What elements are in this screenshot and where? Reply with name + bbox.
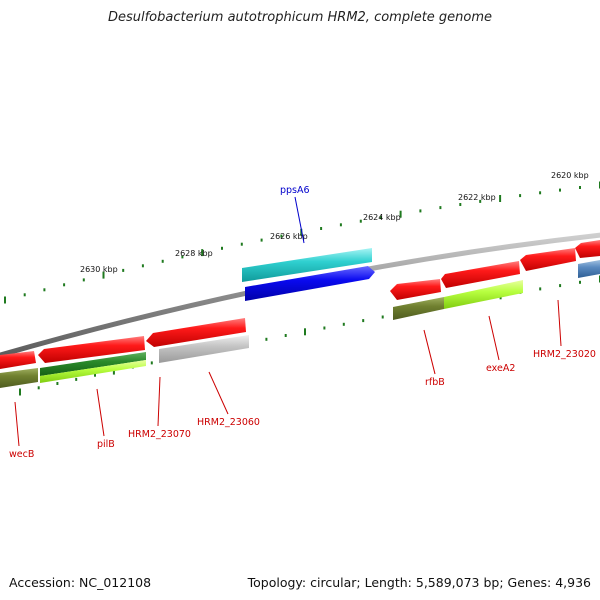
scale-label: 2622 kbp	[458, 193, 496, 202]
gene-wecB[interactable]	[0, 351, 36, 369]
scale-label: 2626 kbp	[270, 232, 308, 241]
leader-ppsA6	[294, 196, 305, 244]
gene-label-HRM2-23020[interactable]: HRM2_23020	[533, 349, 596, 360]
accession-text: Accession: NC_012108	[9, 575, 152, 590]
gene-label-HRM2-23060[interactable]: HRM2_23060	[197, 417, 260, 428]
gene-rfbB[interactable]	[390, 279, 441, 300]
leader-HRM2-23020	[557, 299, 562, 347]
leader-HRM2-23060	[208, 371, 229, 415]
gene-label-wecB[interactable]: wecB	[9, 449, 34, 460]
scale-label: 2624 kbp	[363, 213, 401, 222]
genome-backbone	[0, 232, 600, 358]
gene-pilB[interactable]	[38, 336, 145, 363]
gene-ppsA6-region[interactable]	[242, 248, 372, 282]
gene-label-HRM2-23070[interactable]: HRM2_23070	[128, 429, 191, 440]
feature-wecB	[0, 368, 38, 388]
leader-rfbB	[423, 329, 436, 375]
feature-pilB-dark	[40, 352, 146, 376]
gene-HRM2-23070[interactable]	[146, 318, 246, 347]
gene-label-ppsA6[interactable]: ppsA6	[280, 185, 310, 196]
gene-label-pilB[interactable]: pilB	[97, 439, 115, 450]
genome-stats-text: Topology: circular; Length: 5,589,073 bp…	[247, 575, 591, 590]
leader-wecB	[14, 401, 20, 447]
leader-exeA2	[488, 315, 500, 361]
gene-HRM2-23020[interactable]	[520, 248, 576, 271]
feature-rfbB	[393, 297, 444, 320]
feature-HRM2-23020	[578, 260, 600, 278]
leader-pilB	[96, 388, 105, 437]
scale-label: 2620 kbp	[551, 171, 589, 180]
scale-label: 2628 kbp	[175, 249, 213, 258]
feature-HRM2-23060	[159, 335, 249, 363]
feature-pilB-light	[40, 360, 146, 383]
gene-right-edge[interactable]	[575, 240, 600, 258]
gene-ppsA6[interactable]	[245, 266, 375, 301]
map-title: Desulfobacterium autotrophicum HRM2, com…	[107, 10, 493, 25]
gene-label-rfbB[interactable]: rfbB	[425, 377, 445, 388]
leader-HRM2-23070	[157, 376, 161, 427]
feature-exeA2	[444, 280, 523, 309]
scale-label: 2630 kbp	[80, 265, 118, 274]
gene-label-exeA2[interactable]: exeA2	[486, 363, 515, 374]
gene-exeA2[interactable]	[441, 261, 520, 288]
